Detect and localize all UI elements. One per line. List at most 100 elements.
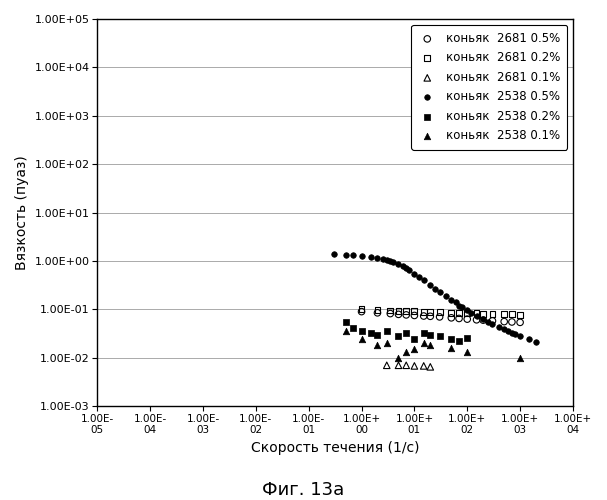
коньяк  2681 0.2% <box>435 308 444 316</box>
коньяк  2538 0.2% <box>393 332 403 340</box>
коньяк  2538 0.5% <box>388 258 398 266</box>
коньяк  2538 0.5% <box>419 276 429 284</box>
коньяк  2681 0.2% <box>419 308 429 316</box>
коньяк  2538 0.2% <box>357 328 367 336</box>
коньяк  2681 0.1% <box>401 362 411 370</box>
коньяк  2538 0.5% <box>426 281 435 289</box>
коньяк  2538 0.5% <box>454 302 464 310</box>
Legend: коньяк  2681 0.5%, коньяк  2681 0.2%, коньяк  2681 0.1%, коньяк  2538 0.5%, конь: коньяк 2681 0.5%, коньяк 2681 0.2%, конь… <box>412 25 567 150</box>
коньяк  2681 0.5% <box>500 318 509 326</box>
коньяк  2538 0.2% <box>463 334 472 342</box>
коньяк  2538 0.5% <box>398 262 407 270</box>
коньяк  2538 0.5% <box>410 270 419 278</box>
коньяк  2681 0.5% <box>419 312 429 320</box>
коньяк  2538 0.2% <box>401 328 411 336</box>
коньяк  2538 0.5% <box>366 253 376 261</box>
коньяк  2538 0.5% <box>450 298 460 306</box>
коньяк  2538 0.5% <box>447 296 456 304</box>
коньяк  2681 0.2% <box>500 310 509 318</box>
Text: Фиг. 13а: Фиг. 13а <box>262 481 345 499</box>
коньяк  2538 0.2% <box>348 324 358 332</box>
коньяк  2538 0.1% <box>373 342 382 349</box>
коньяк  2681 0.2% <box>487 310 497 318</box>
коньяк  2681 0.5% <box>393 310 403 318</box>
X-axis label: Скорость течения (1/с): Скорость течения (1/с) <box>251 441 419 455</box>
коньяк  2538 0.1% <box>401 348 411 356</box>
коньяк  2538 0.1% <box>515 354 525 362</box>
коньяк  2538 0.5% <box>401 264 411 272</box>
коньяк  2538 0.1% <box>357 334 367 342</box>
коньяк  2681 0.5% <box>435 313 444 321</box>
коньяк  2681 0.5% <box>463 315 472 323</box>
коньяк  2538 0.1% <box>463 348 472 356</box>
коньяк  2538 0.5% <box>404 266 414 274</box>
коньяк  2681 0.5% <box>357 308 367 316</box>
коньяк  2538 0.1% <box>393 354 403 362</box>
коньяк  2538 0.2% <box>382 328 392 336</box>
коньяк  2538 0.5% <box>329 250 339 258</box>
коньяк  2538 0.5% <box>524 336 534 344</box>
коньяк  2538 0.5% <box>348 252 358 260</box>
коньяк  2538 0.5% <box>430 284 440 292</box>
коньяк  2538 0.5% <box>483 318 493 326</box>
коньяк  2538 0.5% <box>494 322 504 330</box>
коньяк  2538 0.5% <box>414 273 424 281</box>
коньяк  2681 0.2% <box>507 310 517 318</box>
коньяк  2681 0.2% <box>478 310 488 318</box>
коньяк  2681 0.1% <box>382 362 392 370</box>
коньяк  2538 0.1% <box>419 339 429 347</box>
коньяк  2538 0.5% <box>385 257 395 265</box>
коньяк  2538 0.5% <box>504 327 514 335</box>
коньяк  2681 0.5% <box>447 314 456 322</box>
коньяк  2538 0.5% <box>373 254 382 262</box>
коньяк  2538 0.5% <box>478 315 488 323</box>
коньяк  2538 0.5% <box>341 250 350 258</box>
Y-axis label: Вязкость (пуаз): Вязкость (пуаз) <box>15 155 29 270</box>
коньяк  2538 0.5% <box>378 255 387 263</box>
коньяк  2681 0.5% <box>410 312 419 320</box>
коньяк  2538 0.5% <box>500 325 509 333</box>
коньяк  2681 0.2% <box>426 308 435 316</box>
коньяк  2681 0.2% <box>410 308 419 316</box>
коньяк  2681 0.5% <box>426 312 435 320</box>
коньяк  2538 0.5% <box>393 260 403 268</box>
коньяк  2538 0.5% <box>382 256 392 264</box>
коньяк  2681 0.1% <box>410 362 419 370</box>
коньяк  2681 0.2% <box>447 308 456 316</box>
коньяк  2538 0.2% <box>435 332 444 340</box>
коньяк  2538 0.5% <box>457 304 467 312</box>
коньяк  2538 0.5% <box>487 320 497 328</box>
коньяк  2681 0.2% <box>373 306 382 314</box>
коньяк  2681 0.5% <box>478 316 488 324</box>
коньяк  2681 0.1% <box>393 362 403 370</box>
коньяк  2538 0.2% <box>419 330 429 338</box>
коньяк  2538 0.2% <box>373 330 382 338</box>
коньяк  2681 0.5% <box>401 311 411 319</box>
коньяк  2538 0.1% <box>447 344 456 352</box>
коньяк  2681 0.2% <box>357 306 367 314</box>
коньяк  2538 0.5% <box>467 309 476 317</box>
коньяк  2538 0.5% <box>507 328 517 336</box>
коньяк  2681 0.5% <box>373 309 382 317</box>
коньяк  2681 0.2% <box>472 310 481 318</box>
коньяк  2681 0.2% <box>463 309 472 317</box>
коньяк  2538 0.2% <box>454 337 464 345</box>
коньяк  2538 0.2% <box>426 330 435 338</box>
коньяк  2681 0.1% <box>426 363 435 371</box>
коньяк  2538 0.2% <box>366 330 376 338</box>
коньяк  2538 0.5% <box>510 330 520 338</box>
коньяк  2538 0.2% <box>447 334 456 342</box>
коньяк  2538 0.1% <box>341 328 350 336</box>
коньяк  2538 0.5% <box>531 338 541 346</box>
коньяк  2538 0.1% <box>426 342 435 349</box>
коньяк  2538 0.5% <box>435 288 444 296</box>
коньяк  2681 0.2% <box>515 310 525 318</box>
коньяк  2538 0.5% <box>357 252 367 260</box>
коньяк  2681 0.1% <box>419 362 429 370</box>
коньяк  2681 0.5% <box>472 316 481 324</box>
коньяк  2681 0.2% <box>401 307 411 315</box>
коньяк  2681 0.2% <box>385 306 395 314</box>
коньяк  2538 0.5% <box>441 292 451 300</box>
коньяк  2538 0.5% <box>472 312 481 320</box>
коньяк  2681 0.2% <box>393 307 403 315</box>
